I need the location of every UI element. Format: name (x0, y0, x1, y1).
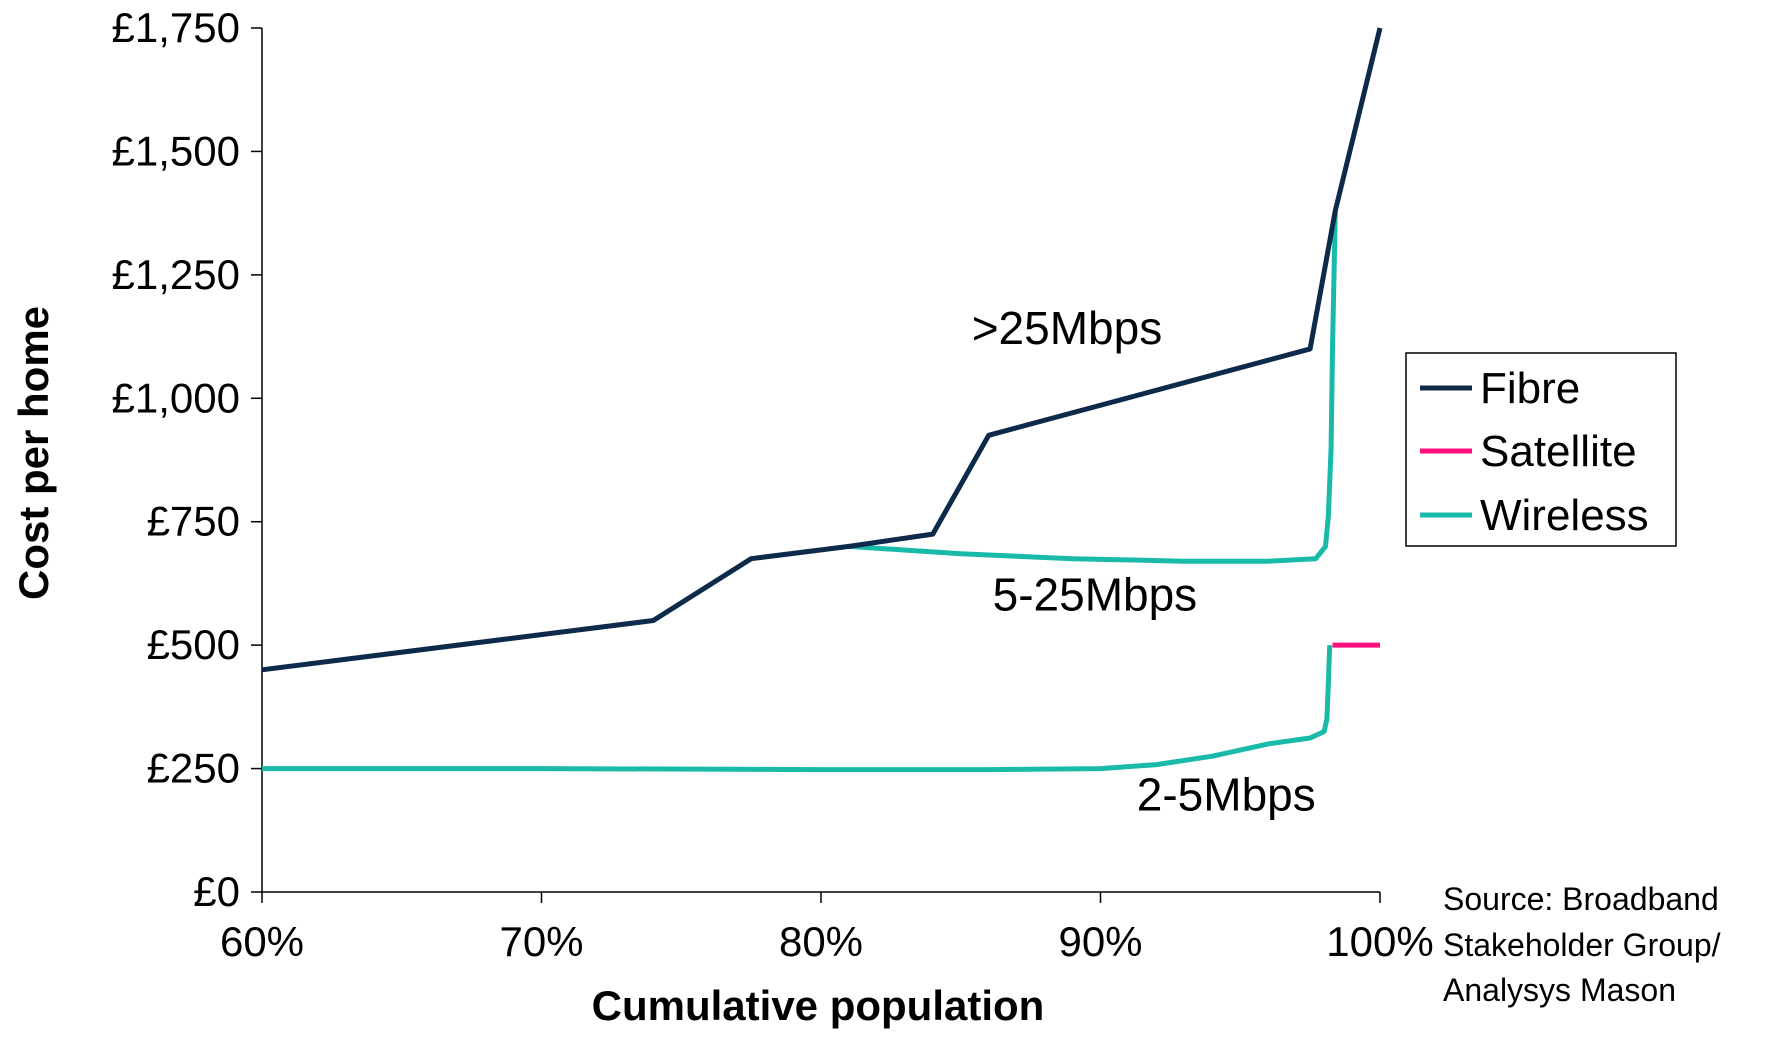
y-axis-title: Cost per home (10, 306, 57, 600)
y-tick-label: £1,250 (112, 251, 240, 298)
y-tick-label: £1,000 (112, 374, 240, 421)
series-layer (261, 27, 1383, 773)
source-line-1: Source: Broadband (1443, 881, 1719, 917)
annotations: >25Mbps 5-25Mbps 2-5Mbps (972, 302, 1316, 821)
y-tick-label: £1,500 (112, 127, 240, 174)
annotation-label: 2-5Mbps (1137, 769, 1316, 821)
annotation-label: >25Mbps (972, 302, 1163, 354)
x-tick-label: 80% (779, 918, 863, 965)
legend-label-wireless: Wireless (1480, 491, 1649, 540)
source-line-3: Analysys Mason (1443, 972, 1676, 1008)
source-note: Source: Broadband Stakeholder Group/ Ana… (1443, 881, 1721, 1008)
y-tick-label: £1,750 (112, 4, 240, 51)
axes: £0 £250 £500 £750 £1,000 £1,250 £1,500 £1,750 60… (112, 4, 1434, 965)
legend: Fibre Satellite Wireless (1405, 352, 1677, 547)
legend-label-fibre: Fibre (1480, 364, 1580, 413)
x-tick-label: 100% (1326, 918, 1433, 965)
x-tick-label: 90% (1058, 918, 1142, 965)
x-tick-label: 60% (220, 918, 304, 965)
y-tick-label: £0 (193, 868, 240, 915)
annotation-label: 5-25Mbps (993, 569, 1198, 621)
x-tick-label: 70% (499, 918, 583, 965)
source-line-2: Stakeholder Group/ (1443, 927, 1721, 963)
x-axis-title: Cumulative population (592, 982, 1045, 1029)
y-tick-label: £500 (147, 621, 240, 668)
series-line-fibre (261, 27, 1383, 673)
y-tick-label: £750 (147, 498, 240, 545)
series-line-wireless-2 (262, 645, 1333, 773)
series-line-wireless-1 (848, 210, 1338, 564)
y-tick-label: £250 (147, 745, 240, 792)
legend-label-satellite: Satellite (1480, 427, 1637, 476)
